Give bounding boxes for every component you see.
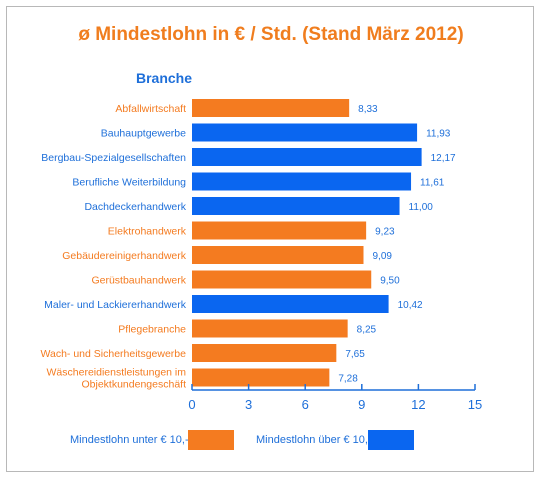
bar-6 bbox=[192, 221, 367, 240]
category-label-6: Elektrohandwerk bbox=[108, 226, 187, 238]
legend-above-swatch bbox=[368, 430, 414, 450]
bar-8 bbox=[192, 270, 372, 289]
category-label-12-line-2: Objektkundengeschäft bbox=[82, 379, 187, 391]
value-label-9: 10,42 bbox=[398, 300, 423, 311]
x-tick-label-3: 6 bbox=[302, 397, 309, 412]
category-label-1: Abfallwirtschaft bbox=[115, 103, 186, 115]
value-label-8: 9,50 bbox=[380, 276, 400, 287]
category-label-10: Pflegebranche bbox=[118, 324, 186, 336]
category-label-5: Dachdeckerhandwerk bbox=[84, 201, 186, 213]
x-tick-label-4: 9 bbox=[358, 397, 365, 412]
x-tick-label-5: 12 bbox=[411, 397, 425, 412]
bar-1 bbox=[192, 99, 350, 117]
category-label-12-line-1: Wäschereidienstleistungen im bbox=[47, 367, 187, 379]
legend-below-label: Mindestlohn unter € 10,- bbox=[70, 434, 189, 446]
category-label-11: Wach- und Sicherheitsgewerbe bbox=[40, 348, 186, 360]
x-tick-label-1: 0 bbox=[188, 397, 195, 412]
value-label-11: 7,65 bbox=[345, 349, 365, 360]
bar-5 bbox=[192, 197, 400, 215]
legend-below-swatch bbox=[188, 430, 234, 450]
legend-above-label: Mindestlohn über € 10,- bbox=[256, 434, 372, 446]
value-label-5: 11,00 bbox=[409, 202, 434, 213]
value-label-6: 9,23 bbox=[375, 227, 395, 238]
chart-title: ø Mindestlohn in € / Std. (Stand März 20… bbox=[78, 24, 464, 45]
category-label-4: Berufliche Weiterbildung bbox=[72, 177, 186, 189]
category-label-7: Gebäudereinigerhandwerk bbox=[62, 250, 186, 262]
legend: Mindestlohn unter € 10,- Mindestlohn übe… bbox=[0, 430, 542, 450]
category-label-3: Bergbau-Spezialgesellschaften bbox=[41, 152, 186, 164]
category-label-2: Bauhauptgewerbe bbox=[101, 128, 186, 140]
x-tick-label-6: 15 bbox=[468, 397, 482, 412]
bar-7 bbox=[192, 246, 364, 264]
value-label-1: 8,33 bbox=[358, 104, 378, 115]
bar-4 bbox=[192, 172, 412, 191]
bar-3 bbox=[192, 148, 422, 166]
chart-subtitle: Branche bbox=[136, 70, 193, 86]
value-label-3: 12,17 bbox=[431, 153, 456, 164]
x-tick-label-2: 3 bbox=[245, 397, 252, 412]
value-label-4: 11,61 bbox=[420, 178, 445, 189]
value-label-2: 11,93 bbox=[426, 129, 451, 140]
value-label-10: 8,25 bbox=[357, 325, 377, 336]
bar-11 bbox=[192, 344, 337, 362]
bar-10 bbox=[192, 319, 348, 338]
bar-12 bbox=[192, 368, 330, 387]
bar-2 bbox=[192, 123, 418, 142]
value-label-7: 9,09 bbox=[372, 251, 392, 262]
value-label-12: 7,28 bbox=[338, 374, 358, 385]
bar-9 bbox=[192, 295, 389, 313]
category-label-9: Maler- und Lackiererhandwerk bbox=[44, 299, 187, 311]
category-label-8: Gerüstbauhandwerk bbox=[91, 275, 186, 287]
